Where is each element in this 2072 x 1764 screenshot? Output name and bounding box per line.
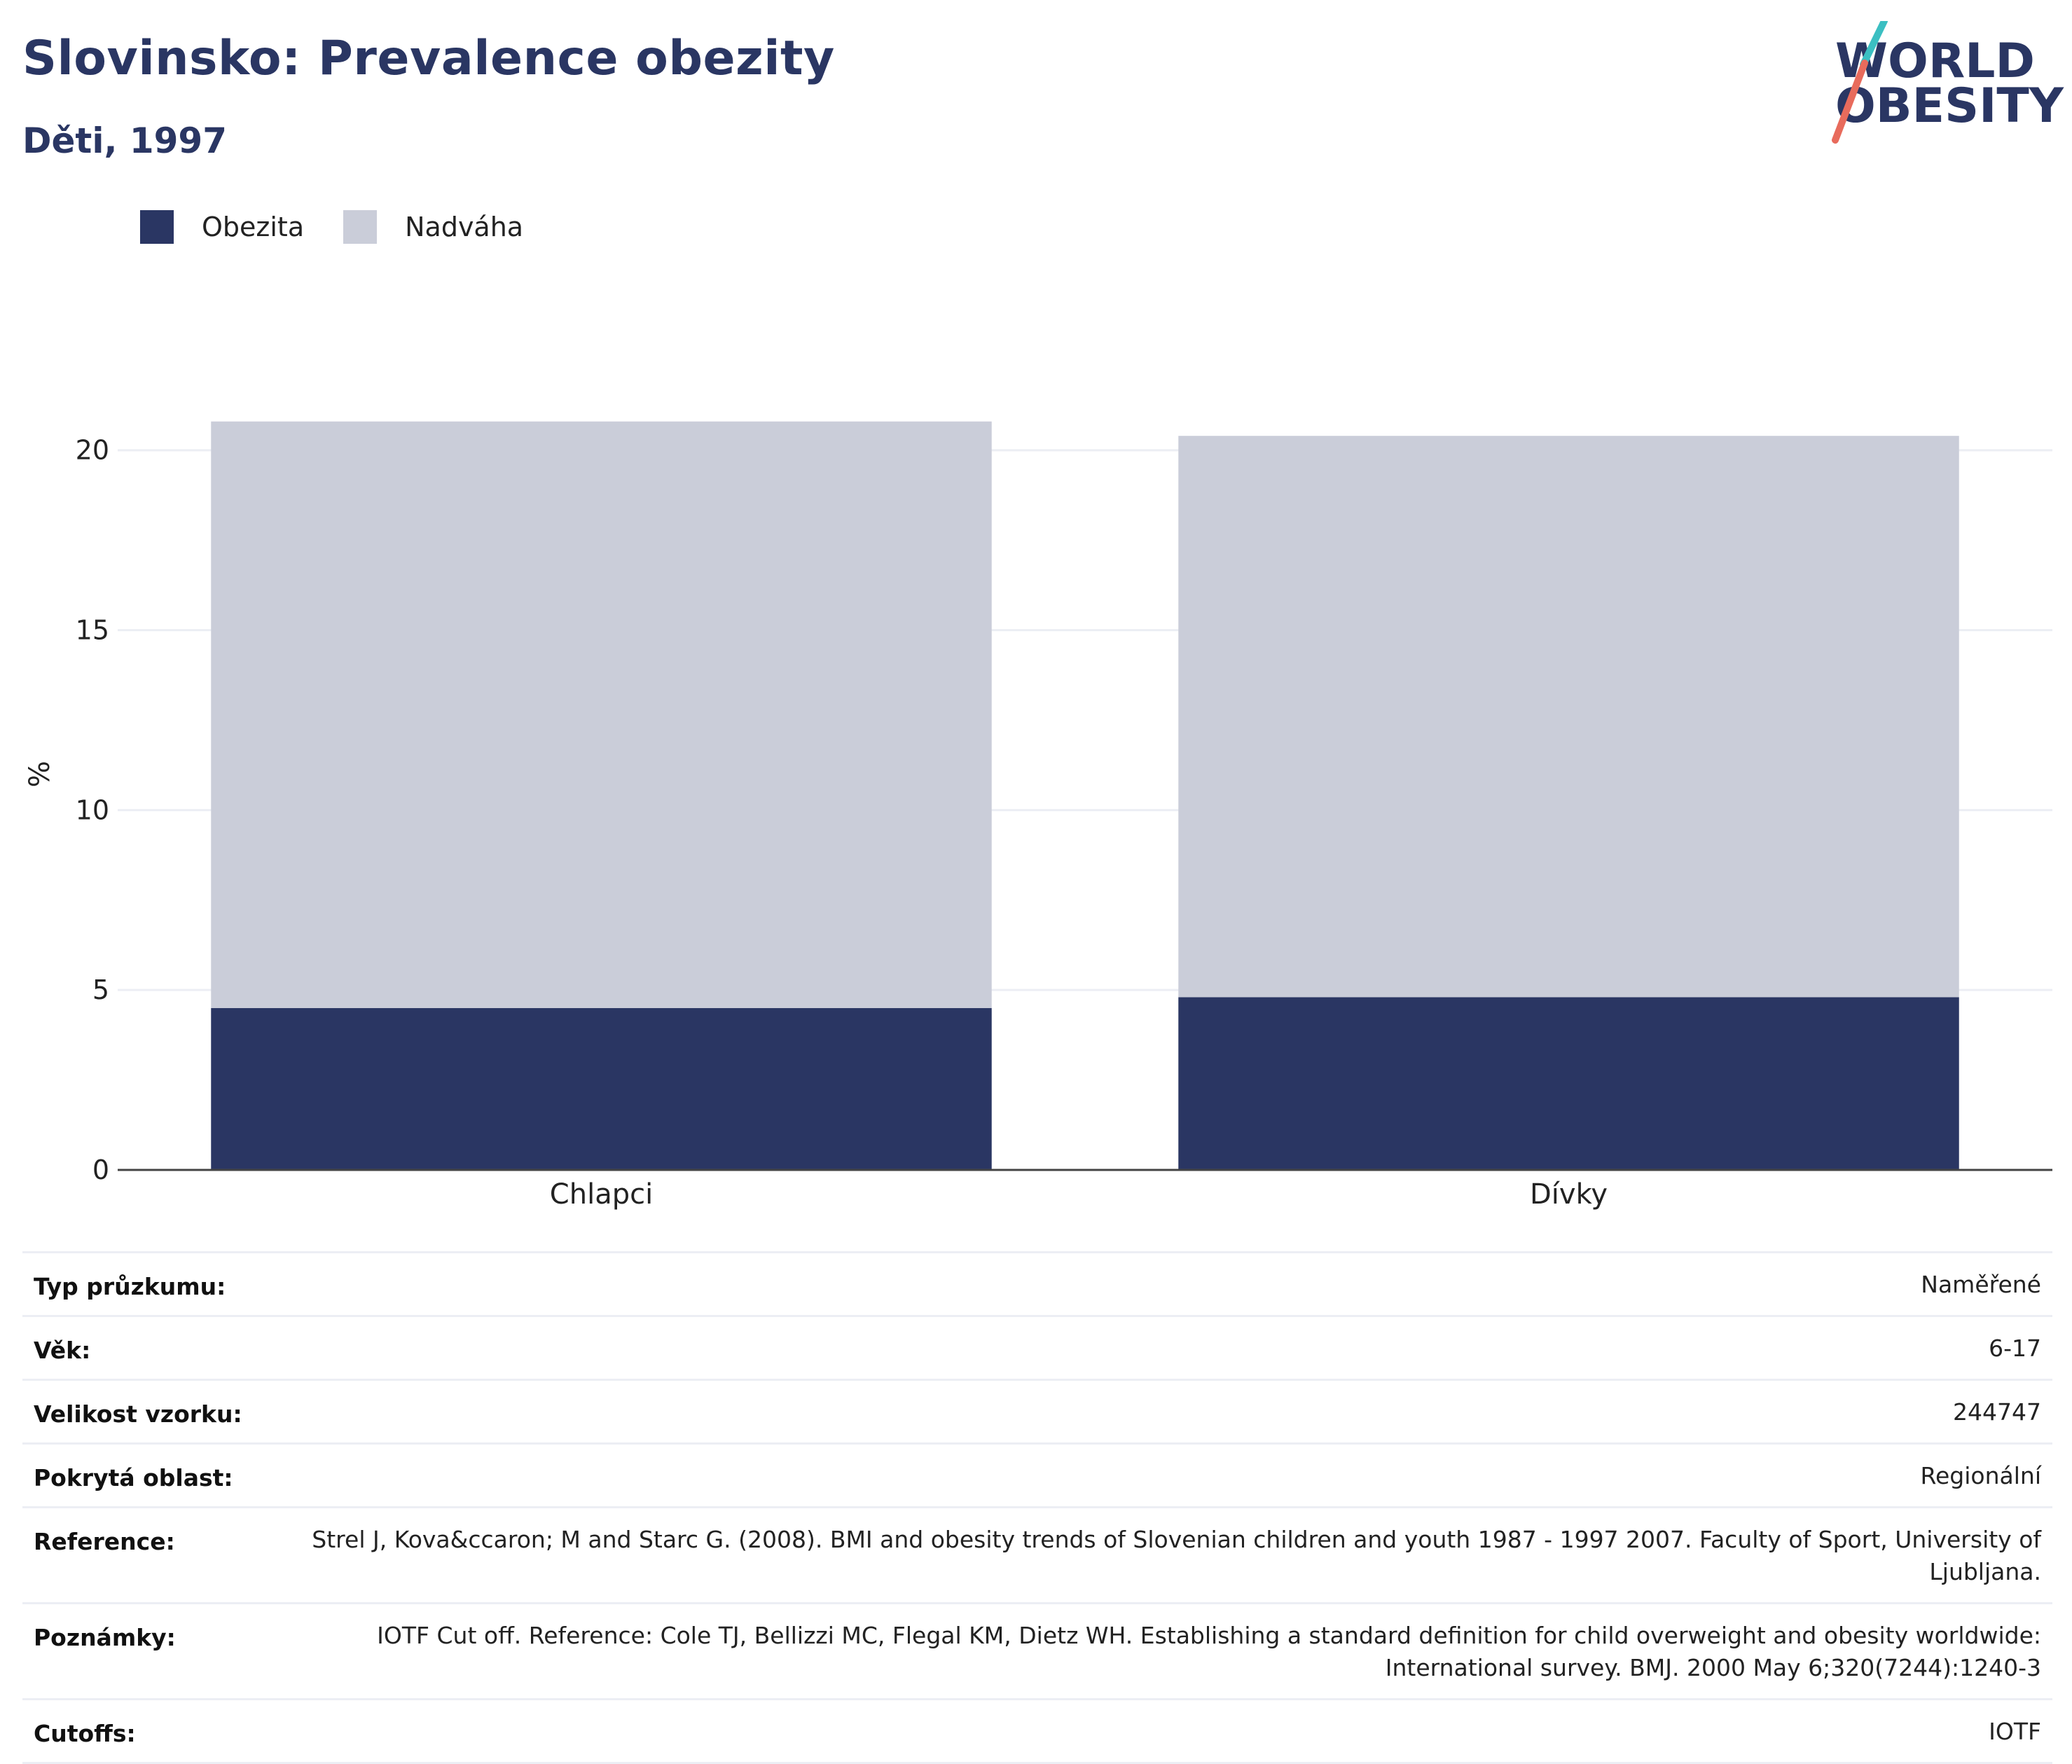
y-axis-title: % [24, 761, 56, 787]
legend-swatch-obezita [140, 210, 174, 244]
logo-slash-icon [1832, 21, 1888, 144]
legend-item-nadvaha[interactable]: Nadváha [343, 210, 523, 244]
chart-title: Slovinsko: Prevalence obezity [22, 31, 835, 86]
info-key: Pokrytá oblast: [22, 1442, 254, 1508]
info-key: Věk: [22, 1315, 254, 1380]
x-tick-label: Chlapci [550, 1178, 653, 1211]
legend-swatch-nadvaha [343, 210, 378, 244]
legend-label-nadvaha: Nadváha [405, 212, 524, 242]
info-value: IOTF Cut off. Reference: Cole TJ, Belliz… [253, 1602, 2052, 1700]
bar-nadvaha-2 [1178, 436, 1959, 998]
info-value: 244747 [253, 1379, 2052, 1444]
bar-chart: 0 5 10 15 20 Chlapci Dívky% [24, 421, 2052, 1211]
info-row: Velikost vzorku: 244747 [22, 1379, 2052, 1444]
y-tick-label: 15 [76, 615, 109, 646]
info-value: Regionální [253, 1442, 2052, 1508]
info-row: Poznámky: IOTF Cut off. Reference: Cole … [22, 1602, 2052, 1700]
world-obesity-logo: WORLD OBESITY [1821, 21, 2064, 147]
bar-nadvaha-1 [211, 421, 992, 1008]
logo-line-2: OBESITY [1835, 78, 2064, 134]
legend-label-obezita: Obezita [202, 212, 305, 242]
info-value: Strel J, Kova&ccaron; M and Starc G. (20… [253, 1506, 2052, 1604]
info-value: Naměřené [253, 1251, 2052, 1316]
x-tick-label: Dívky [1530, 1178, 1608, 1211]
y-tick-label: 10 [76, 794, 109, 825]
y-tick-label: 5 [92, 974, 109, 1005]
info-key: Typ průzkumu: [22, 1251, 254, 1316]
info-row: Typ průzkumu: Naměřené [22, 1251, 2052, 1316]
bar-obezita-1 [211, 1007, 992, 1170]
info-row: Reference: Strel J, Kova&ccaron; M and S… [22, 1506, 2052, 1604]
y-tick-label: 20 [76, 435, 109, 466]
info-row: Pokrytá oblast: Regionální [22, 1442, 2052, 1508]
info-key: Reference: [22, 1506, 254, 1604]
y-tick-label: 0 [92, 1155, 109, 1185]
info-value: 6-17 [253, 1315, 2052, 1380]
bar-obezita-2 [1178, 997, 1959, 1170]
info-row: Věk: 6-17 [22, 1315, 2052, 1380]
legend-item-obezita[interactable]: Obezita [140, 210, 304, 244]
chart-subtitle: Děti, 1997 [22, 120, 228, 161]
info-key: Poznámky: [22, 1602, 254, 1700]
info-key: Cutoffs: [22, 1698, 254, 1764]
info-table: Typ průzkumu: Naměřené Věk: 6-17 Velikos… [22, 1251, 2052, 1764]
legend: Obezita Nadváha [140, 207, 562, 247]
info-key: Velikost vzorku: [22, 1379, 254, 1444]
